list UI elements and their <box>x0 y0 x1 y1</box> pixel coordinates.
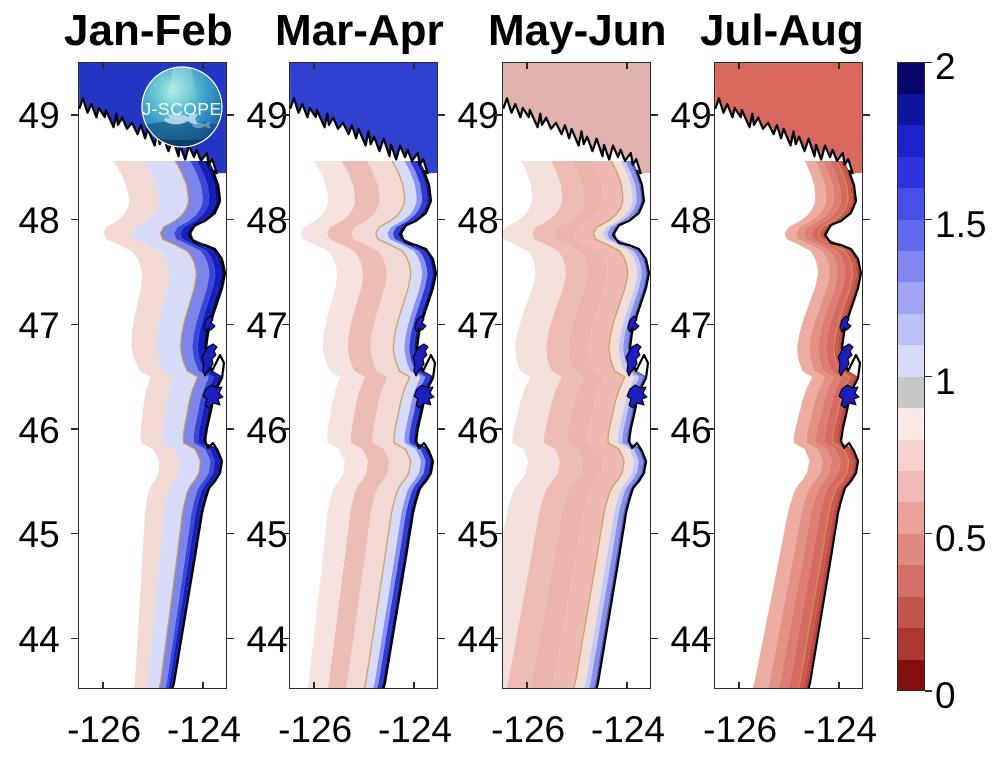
svg-text:J-SCOPE: J-SCOPE <box>142 99 221 119</box>
